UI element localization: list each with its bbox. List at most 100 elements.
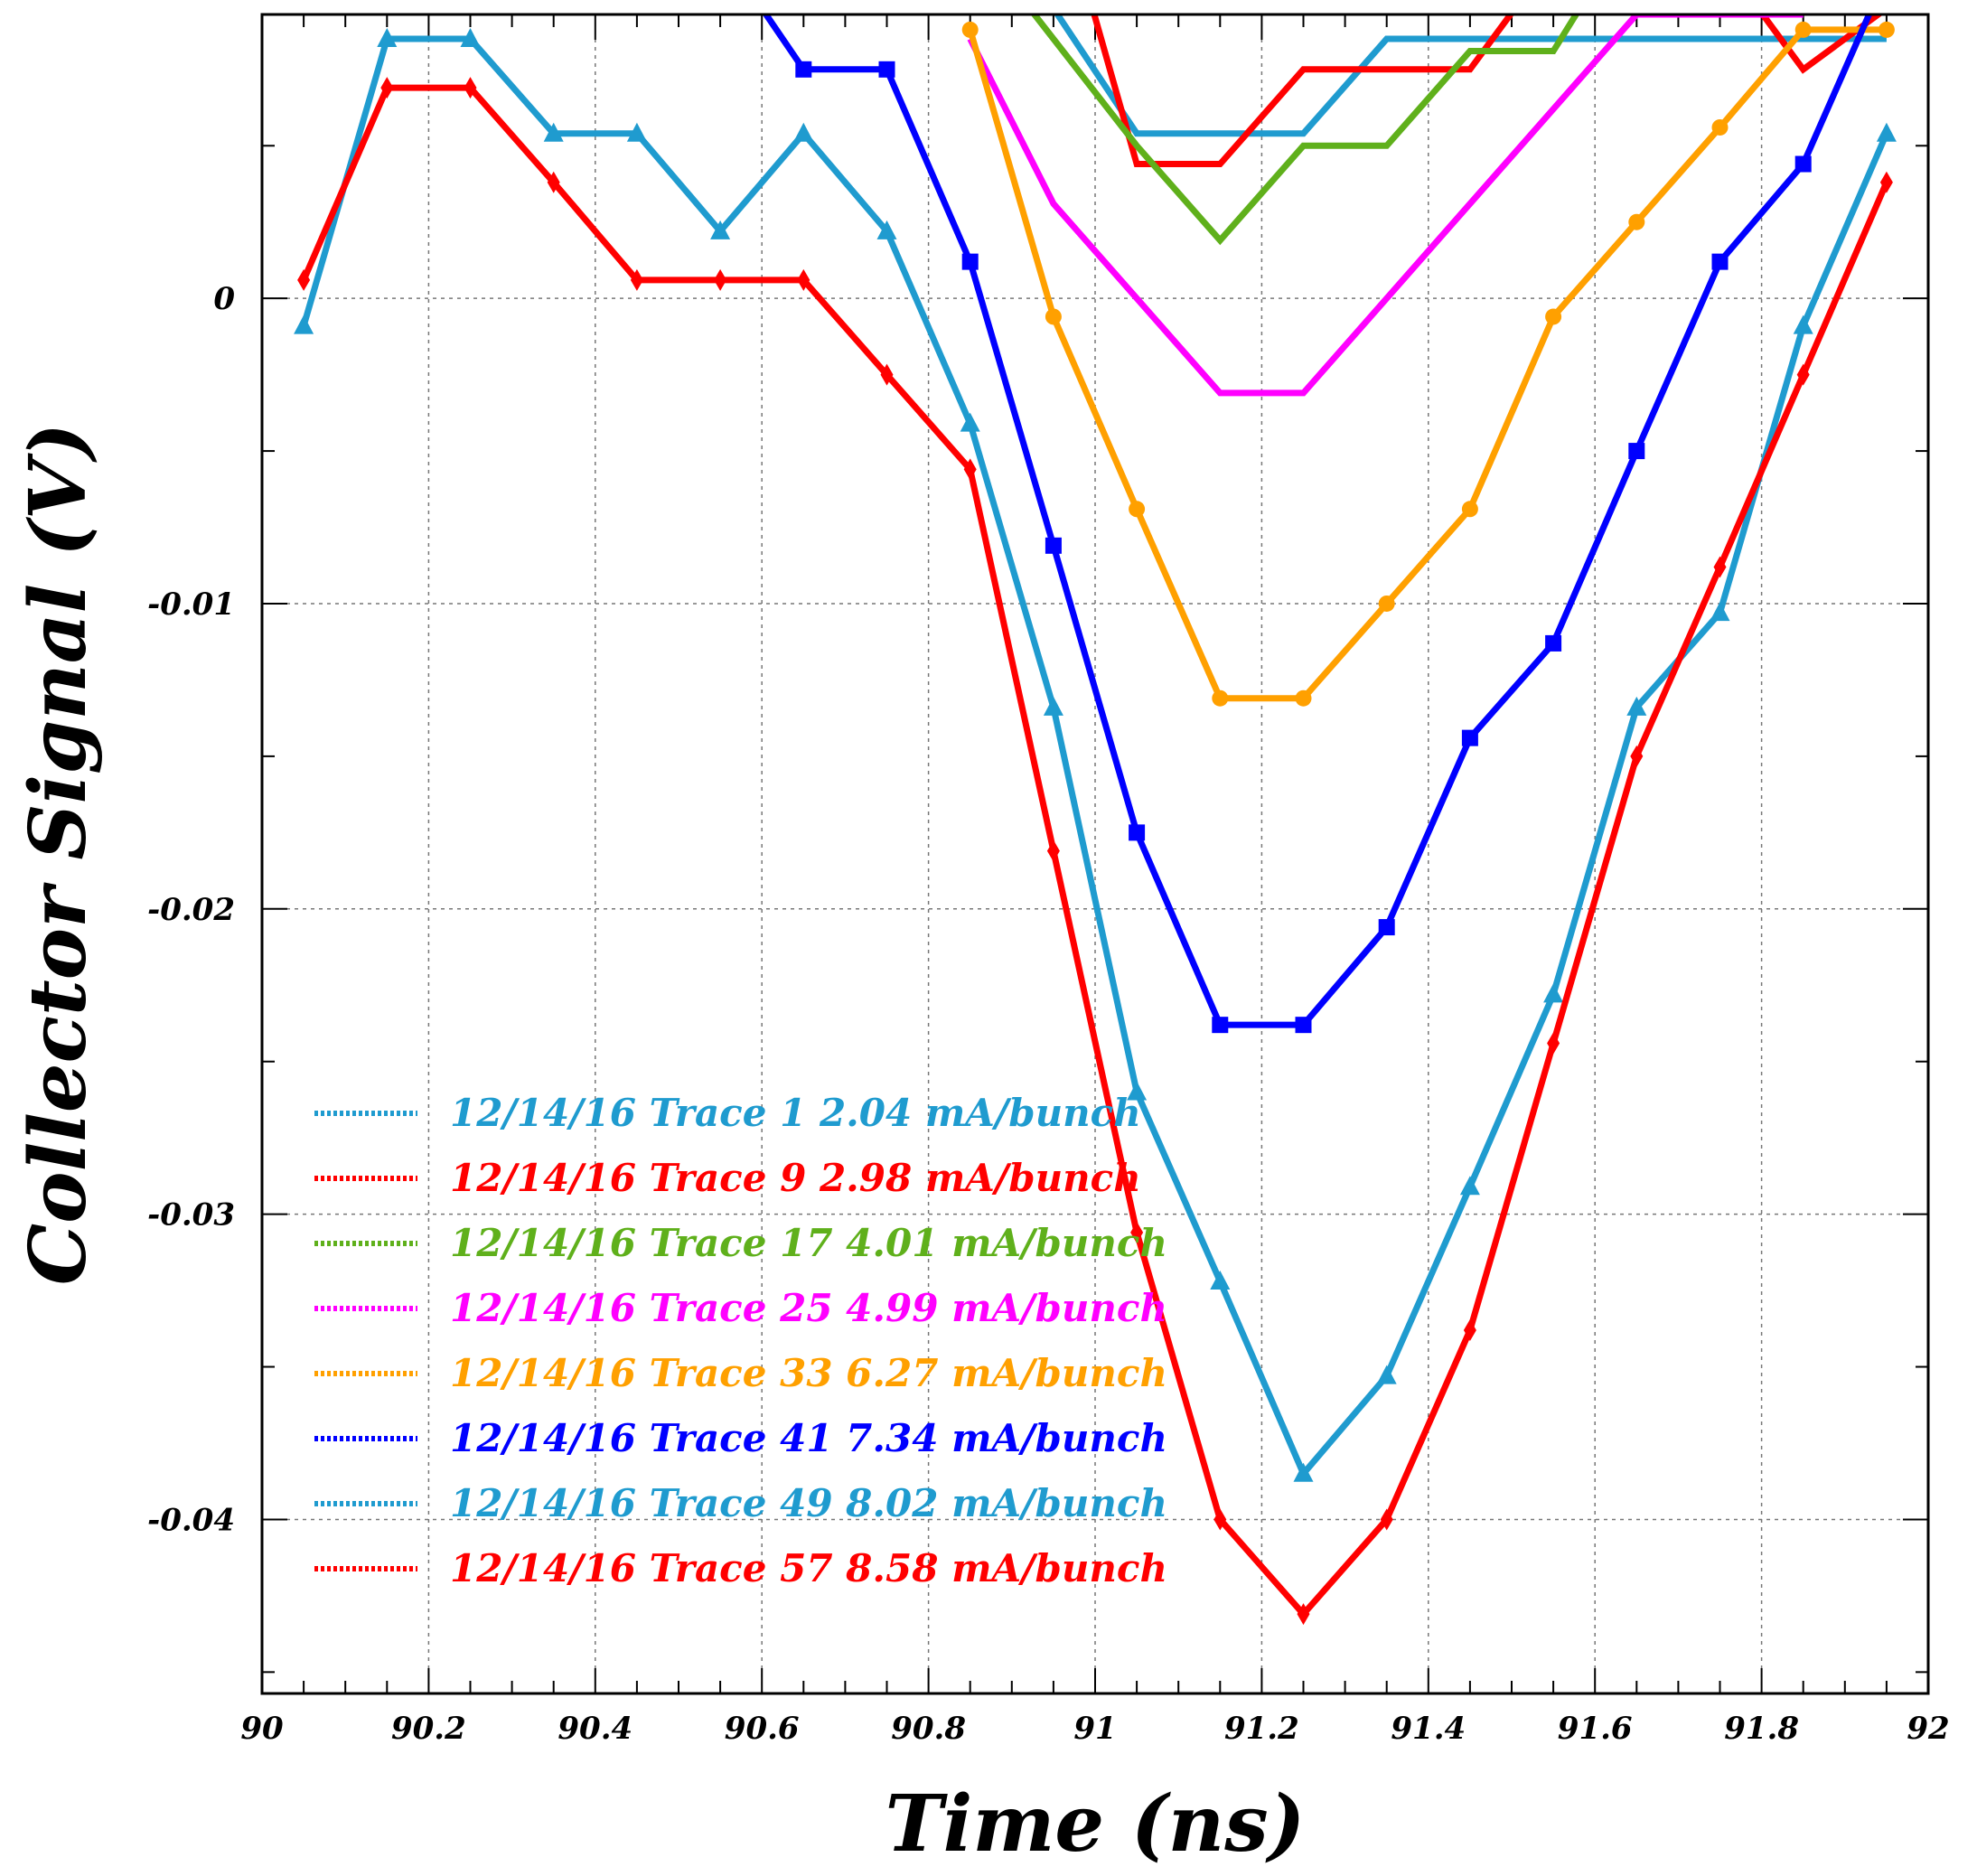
- data-point: [1461, 729, 1478, 746]
- series-line: [300, 84, 1890, 1619]
- legend-entry: 12/14/16 Trace 17 4.01 mA/bunch: [314, 1221, 1167, 1265]
- x-tick-label: 91.6: [1558, 1711, 1633, 1747]
- data-point: [880, 363, 894, 386]
- data-point: [1046, 840, 1060, 862]
- x-tick-label: 90.8: [891, 1711, 966, 1747]
- data-point: [464, 77, 477, 99]
- data-point: [1212, 689, 1229, 707]
- data-point: [1380, 1508, 1393, 1531]
- legend-entry: 12/14/16 Trace 33 6.27 mA/bunch: [314, 1351, 1167, 1395]
- legend-label: 12/14/16 Trace 49 8.02 mA/bunch: [450, 1481, 1167, 1525]
- data-point: [1043, 696, 1063, 716]
- data-point: [547, 171, 560, 193]
- legend-label: 12/14/16 Trace 41 7.34 mA/bunch: [450, 1416, 1167, 1460]
- series-7: [294, 28, 1897, 1482]
- data-point: [1297, 1603, 1310, 1626]
- x-tick-label: 91: [1073, 1711, 1116, 1747]
- data-point: [1879, 171, 1893, 193]
- series-5: [961, 21, 1895, 707]
- x-tick-label: 91.4: [1391, 1711, 1466, 1747]
- series-line: [967, 26, 1887, 702]
- legend-entry: 12/14/16 Trace 41 7.34 mA/bunch: [314, 1416, 1167, 1460]
- data-point: [377, 28, 398, 48]
- grid: [262, 14, 1928, 1693]
- x-tick-label: 90.2: [391, 1711, 466, 1747]
- series-4: [967, 14, 1804, 397]
- data-point: [1630, 745, 1644, 767]
- data-point: [1295, 689, 1312, 707]
- data-point: [963, 458, 977, 481]
- data-point: [1463, 1318, 1476, 1341]
- x-tick-label: 91.2: [1224, 1711, 1299, 1747]
- data-point: [297, 268, 311, 291]
- data-point: [1459, 1176, 1480, 1196]
- data-point: [876, 220, 897, 239]
- data-point: [380, 77, 394, 99]
- data-point: [1461, 501, 1478, 518]
- legend-entry: 12/14/16 Trace 1 2.04 mA/bunch: [314, 1091, 1141, 1135]
- series-2: [1091, 14, 1884, 168]
- data-point: [878, 61, 895, 78]
- data-point: [630, 268, 643, 291]
- legend-entry: 12/14/16 Trace 57 8.58 mA/bunch: [314, 1546, 1167, 1590]
- data-point: [1876, 122, 1897, 142]
- series-line: [1030, 14, 1580, 246]
- data-point: [294, 314, 314, 334]
- x-tick-label: 90.6: [725, 1711, 800, 1747]
- data-point: [797, 268, 810, 291]
- series-line: [967, 14, 1804, 397]
- data-point: [1212, 1017, 1229, 1034]
- x-tick-labels: 90 90.2 90.4 90.6 90.8 91 91.2 91.4 91.6 91.8 92: [240, 1711, 1949, 1747]
- x-axis-title: Time (ns): [885, 1778, 1306, 1870]
- plot-frame: [260, 13, 1930, 1695]
- series-6: [762, 14, 1873, 1034]
- y-tick-label: -0.03: [147, 1197, 235, 1233]
- data-point: [1210, 1270, 1231, 1290]
- legend-label: 12/14/16 Trace 9 2.98 mA/bunch: [450, 1156, 1141, 1200]
- data-point: [1543, 983, 1564, 1003]
- legend: 12/14/16 Trace 1 2.04 mA/bunch 12/14/16 T…: [314, 1091, 1167, 1590]
- data-point: [793, 122, 814, 142]
- x-tick-label: 90.4: [557, 1711, 632, 1747]
- data-point: [1129, 824, 1146, 841]
- data-point: [1626, 696, 1647, 716]
- data-point: [1710, 602, 1730, 622]
- legend-entry: 12/14/16 Trace 9 2.98 mA/bunch: [314, 1156, 1141, 1200]
- data-point: [961, 21, 979, 38]
- data-point: [1547, 1032, 1560, 1055]
- y-tick-label: -0.01: [147, 586, 235, 623]
- data-point: [1878, 21, 1895, 38]
- data-point: [1045, 308, 1062, 325]
- data-point: [1796, 363, 1810, 386]
- y-tick-label: -0.02: [147, 892, 235, 928]
- data-point: [1378, 919, 1395, 936]
- data-point: [795, 61, 812, 78]
- series-line: [300, 35, 1890, 1480]
- x-tick-label: 92: [1907, 1711, 1949, 1747]
- data-point: [1213, 1508, 1227, 1531]
- data-point: [1378, 595, 1395, 612]
- data-point: [1130, 1221, 1144, 1243]
- data-point: [1545, 634, 1562, 652]
- data-point: [1794, 155, 1812, 173]
- x-tick-label: 91.8: [1724, 1711, 1799, 1747]
- data-point: [714, 268, 727, 291]
- data-point: [1793, 314, 1813, 334]
- data-point: [626, 122, 647, 142]
- data-point: [1295, 1017, 1312, 1034]
- series-3: [1030, 14, 1580, 246]
- data-point: [960, 412, 980, 432]
- data-point: [1711, 118, 1729, 136]
- data-point: [961, 253, 979, 270]
- data-point: [1545, 308, 1562, 325]
- series-line: [1091, 14, 1884, 168]
- data-point: [1794, 21, 1812, 38]
- series-layer: [294, 14, 1897, 1626]
- y-tick-label: -0.04: [147, 1502, 235, 1538]
- series-8: [297, 77, 1893, 1626]
- legend-label: 12/14/16 Trace 33 6.27 mA/bunch: [450, 1351, 1167, 1395]
- legend-label: 12/14/16 Trace 17 4.01 mA/bunch: [450, 1221, 1167, 1265]
- data-point: [1129, 501, 1146, 518]
